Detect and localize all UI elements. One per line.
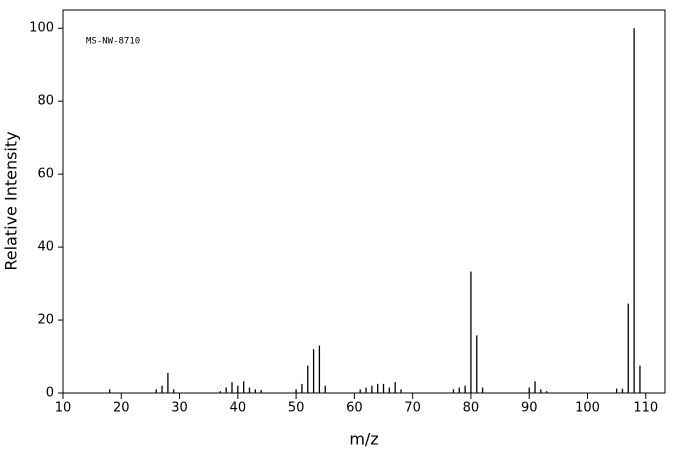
x-tick-label: 110 <box>633 401 658 416</box>
y-axis-title: Relative Intensity <box>2 131 21 270</box>
x-tick-label: 10 <box>55 401 72 416</box>
y-tick-label: 100 <box>29 21 54 36</box>
y-tick-label: 80 <box>37 94 54 109</box>
y-tick-label: 40 <box>37 240 54 255</box>
x-tick-label: 80 <box>463 401 480 416</box>
x-tick-label: 60 <box>346 401 363 416</box>
y-tick-label: 20 <box>37 313 54 328</box>
x-tick-label: 100 <box>575 401 600 416</box>
x-tick-label: 70 <box>404 401 421 416</box>
annotation: MS-NW-8710 <box>86 37 140 47</box>
x-tick-label: 30 <box>171 401 188 416</box>
x-tick-label: 40 <box>230 401 247 416</box>
y-tick-label: 0 <box>46 386 54 401</box>
x-tick-label: 90 <box>521 401 538 416</box>
x-tick-label: 20 <box>113 401 130 416</box>
x-axis-title: m/z <box>349 430 378 449</box>
plot-frame <box>62 9 666 394</box>
y-tick-label: 60 <box>37 167 54 182</box>
x-tick-label: 50 <box>288 401 305 416</box>
